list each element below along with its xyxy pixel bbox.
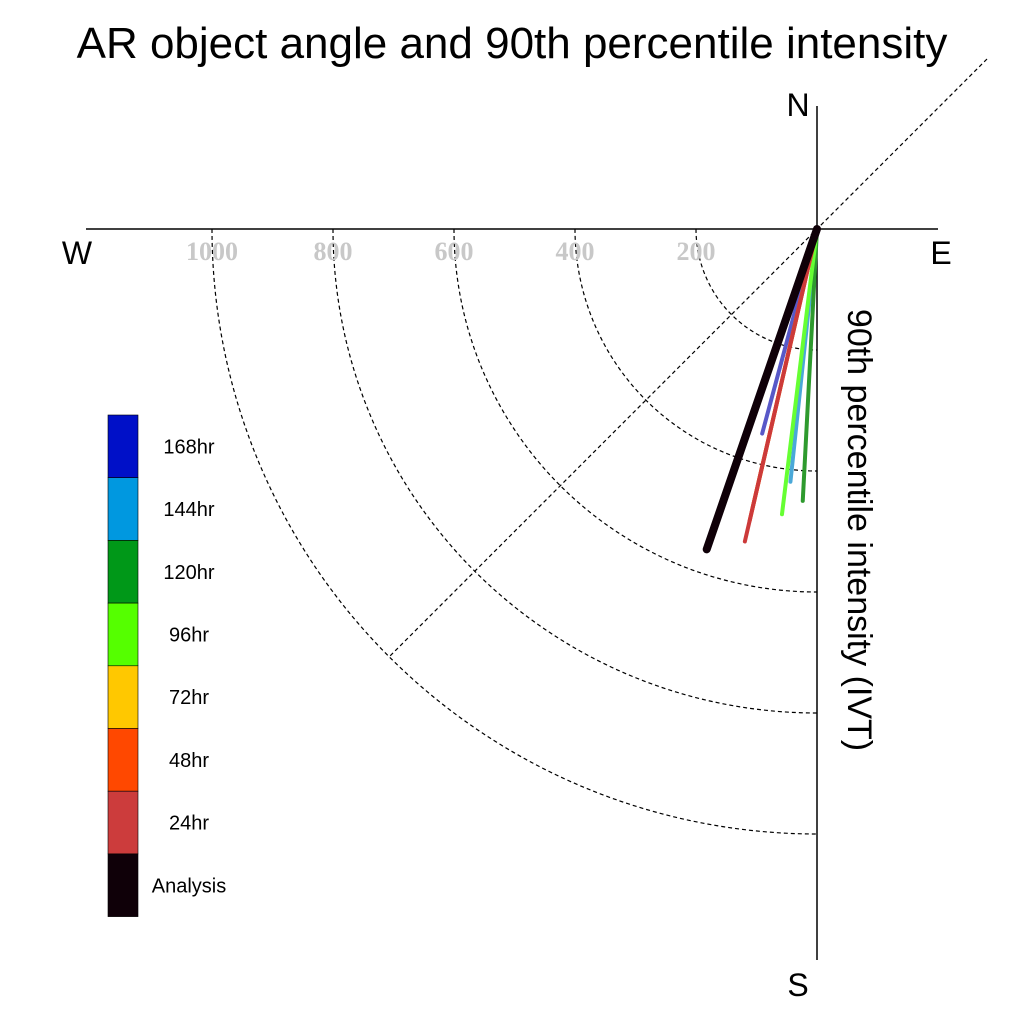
y-axis-label: 90th percentile intensity (IVT) [840,309,878,751]
legend-swatch [107,665,139,729]
compass-south: S [787,967,808,1003]
legend-label: 72hr [169,687,209,709]
range-ring-4 [211,228,818,835]
legend-swatch [107,602,139,667]
radial-tick-label: 200 [677,237,716,266]
legend-label: 48hr [169,750,209,772]
legend-label: 168hr [163,436,214,458]
vector-96hr [779,227,819,517]
legend-swatch [107,728,139,792]
vector-analysis [702,225,821,554]
legend-label: Analysis [152,875,226,897]
legend-label: 120hr [163,562,214,584]
legend-swatch [107,477,139,541]
legend-label: 96hr [169,624,209,646]
radial-tick-label: 400 [556,237,595,266]
legend-swatch [107,540,139,604]
compass-north: N [786,87,809,123]
radial-tick-labels: 200 400 600 800 1000 [186,237,716,266]
series-vectors [702,225,821,554]
legend-label: 144hr [163,499,214,521]
range-ring-2 [453,228,818,593]
radial-tick-label: 1000 [186,237,238,266]
chart-title: AR object angle and 90th percentile inte… [77,19,948,68]
legend-label: 24hr [169,813,209,835]
compass-east: E [930,235,951,271]
legend-swatch [107,790,139,855]
compass-west: W [62,235,93,271]
radial-tick-label: 600 [435,237,474,266]
legend: 168hr 144hr 120hr 96hr 72hr 48hr 24hr Analysis [107,414,226,917]
vector-24hr [742,227,819,544]
vector-120hr [800,227,819,503]
legend-swatch [107,414,139,479]
legend-swatch [107,853,139,917]
diagonal-gridline [388,58,988,658]
radial-tick-label: 800 [314,237,353,266]
